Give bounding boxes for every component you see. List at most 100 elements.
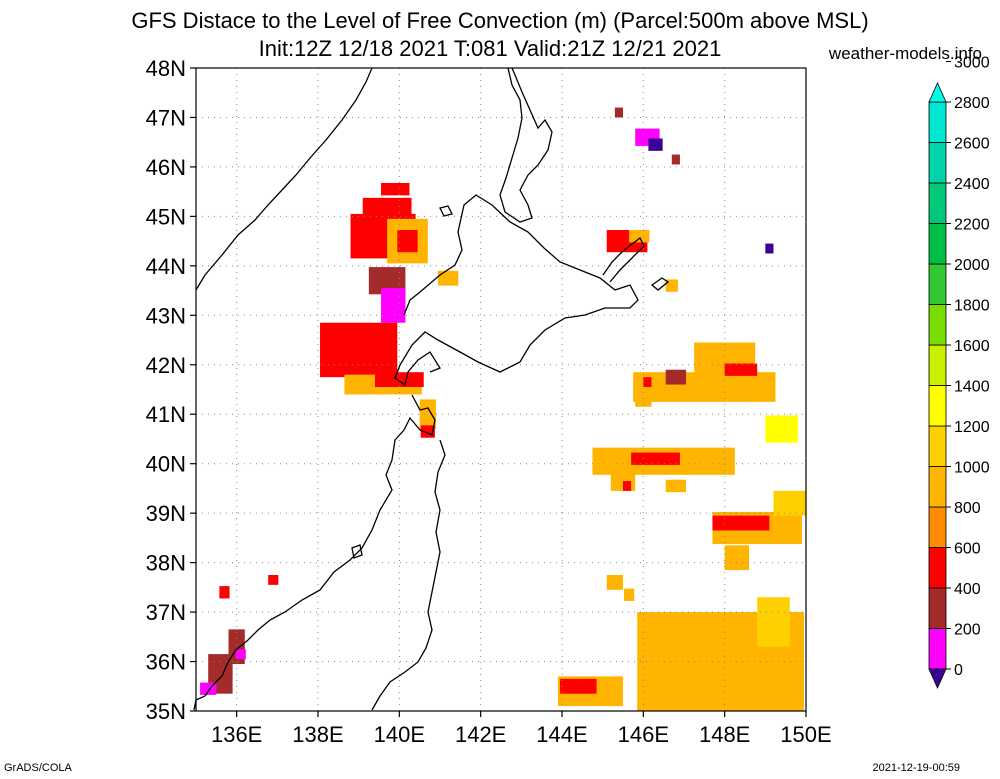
lon-label-3: 142E <box>455 722 506 747</box>
colorbar-segment-4 <box>928 466 947 508</box>
brand-label: weather-models.info <box>828 44 982 63</box>
colorbar-segment-10 <box>928 223 947 265</box>
colorbar-segment-7 <box>928 344 947 386</box>
field-patch-39 <box>757 597 790 647</box>
lon-label-5: 146E <box>618 722 669 747</box>
colorbar: 0 200 400 600 800 1000 1200 1400 1600 1800 2000 220… <box>928 55 990 689</box>
colorbar-segment-5 <box>928 425 947 467</box>
colorbar-label-10: 2000 <box>954 257 990 274</box>
field-patch-4 <box>397 229 418 253</box>
lon-label-4: 144E <box>536 722 587 747</box>
lon-label-6: 148E <box>699 722 750 747</box>
lat-label-11: 46N <box>146 155 186 180</box>
colorbar-segment-9 <box>928 263 947 305</box>
generated-timestamp: 2021-12-19-00:59 <box>872 762 960 774</box>
colorbar-segment-3 <box>928 506 947 548</box>
colorbar-label-14: 2800 <box>954 95 990 112</box>
colorbar-label-9: 1800 <box>954 298 990 315</box>
coastline-asia-mainland <box>195 67 373 291</box>
field-patch-32 <box>623 481 632 491</box>
field-patch-10 <box>374 372 424 388</box>
coastline-honshu <box>193 394 446 711</box>
colorbar-label-13: 2600 <box>954 136 990 153</box>
colorbar-segment-11 <box>928 182 947 224</box>
colorbar-label-6: 1200 <box>954 419 990 436</box>
colorbar-label-1: 200 <box>954 622 981 639</box>
field-patch-26 <box>643 377 652 388</box>
colorbar-segment-1 <box>928 587 947 629</box>
field-patch-49 <box>268 574 279 585</box>
field-patch-15 <box>629 229 650 243</box>
coastline-hokkaido <box>394 194 639 387</box>
colorbar-label-11: 2200 <box>954 217 990 234</box>
colorbar-segment-13 <box>928 101 947 143</box>
lat-label-13: 48N <box>146 56 186 81</box>
lat-label-10: 45N <box>146 204 186 229</box>
field-patch-40 <box>606 574 623 590</box>
field-patch-1 <box>362 197 412 216</box>
field-patch-45 <box>235 649 246 660</box>
field-patch-24 <box>724 363 758 376</box>
field-patch-25 <box>665 369 687 385</box>
colorbar-label-15: 3000 <box>954 55 990 72</box>
lon-label-0: 136E <box>211 722 262 747</box>
lat-label-6: 41N <box>146 402 186 427</box>
colorbar-label-3: 600 <box>954 541 981 558</box>
convection-field-layer <box>200 107 806 711</box>
lat-label-3: 38N <box>146 551 186 576</box>
colorbar-under-triangle <box>928 668 947 689</box>
field-patch-13 <box>437 270 459 286</box>
coastline-sakhalin <box>499 67 553 223</box>
colorbar-label-0: 0 <box>954 662 963 679</box>
field-patch-48 <box>219 586 230 599</box>
field-patch-18 <box>648 138 663 151</box>
field-patch-21 <box>765 243 774 254</box>
longitude-axis: 136E 138E 140E 142E 144E 146E 148E 150E <box>211 711 832 747</box>
field-patch-11 <box>419 399 436 430</box>
lat-label-5: 40N <box>146 452 186 477</box>
lat-label-7: 42N <box>146 353 186 378</box>
colorbar-segment-12 <box>928 142 947 184</box>
field-patch-8 <box>328 330 341 341</box>
field-patch-33 <box>665 479 687 493</box>
map-title: GFS Distace to the Level of Free Convect… <box>131 8 869 33</box>
field-patch-6 <box>381 288 406 323</box>
colorbar-label-12: 2400 <box>954 176 990 193</box>
field-patch-37 <box>724 545 750 571</box>
colorbar-label-2: 400 <box>954 581 981 598</box>
lon-label-2: 140E <box>374 722 425 747</box>
lat-label-8: 43N <box>146 303 186 328</box>
colorbar-over-triangle <box>928 82 947 103</box>
field-patch-0 <box>381 182 410 196</box>
lat-label-12: 47N <box>146 105 186 130</box>
software-credit: GrADS/COLA <box>4 762 72 774</box>
colorbar-label-7: 1400 <box>954 379 990 396</box>
field-patch-36 <box>773 490 806 516</box>
field-patch-27 <box>635 387 652 407</box>
field-patch-35 <box>712 515 770 531</box>
field-patch-28 <box>765 415 798 443</box>
lat-label-4: 39N <box>146 501 186 526</box>
colorbar-segment-0 <box>928 628 947 670</box>
lon-label-7: 150E <box>780 722 831 747</box>
colorbar-segment-8 <box>928 304 947 346</box>
field-patch-30 <box>631 452 680 465</box>
colorbar-segment-6 <box>928 385 947 427</box>
map-subtitle: Init:12Z 12/18 2021 T:081 Valid:21Z 12/2… <box>258 36 722 61</box>
colorbar-label-5: 1000 <box>954 460 990 477</box>
lon-label-1: 138E <box>292 722 343 747</box>
coastlines <box>193 67 670 711</box>
field-patch-16 <box>665 279 678 292</box>
coastline-sado-island <box>351 544 363 559</box>
field-patch-19 <box>671 154 680 165</box>
lat-label-1: 36N <box>146 650 186 675</box>
coastline-rishiri-island <box>439 205 453 217</box>
lat-label-2: 37N <box>146 600 186 625</box>
lat-label-0: 35N <box>146 699 186 724</box>
coastline-kuril-kunashir <box>602 237 670 291</box>
lat-label-9: 44N <box>146 254 186 279</box>
map-frame <box>195 67 807 712</box>
field-patch-23 <box>633 372 776 402</box>
colorbar-label-4: 800 <box>954 500 981 517</box>
